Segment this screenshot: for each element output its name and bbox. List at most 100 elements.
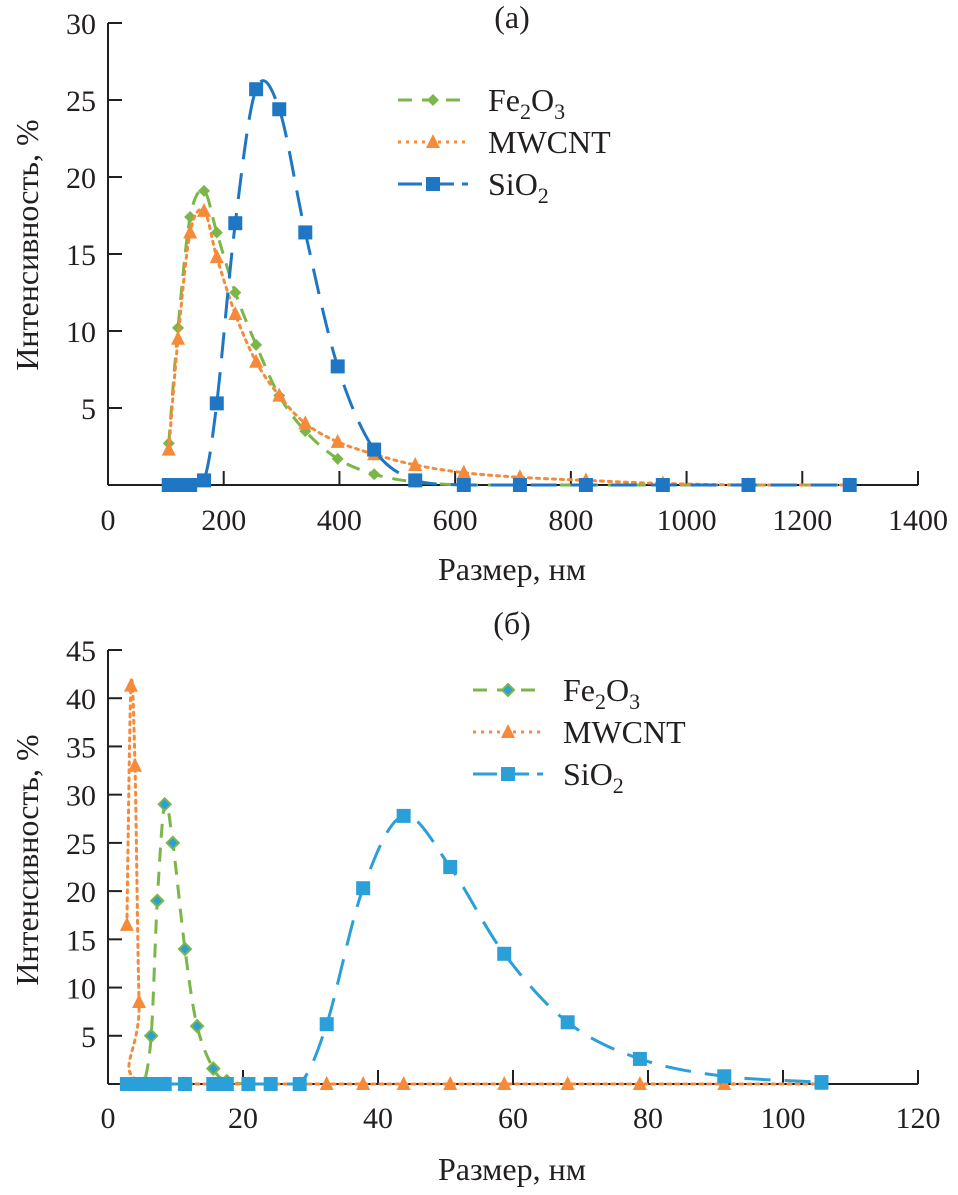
panel-b-y-axis-title: Интенсивность, % [9,734,45,985]
data-point [367,442,382,457]
data-point [356,1076,371,1090]
y-tick-label: 10 [66,316,96,349]
legend-entry-fe2o3: Fe2O3 [473,672,640,714]
panel-b-title: (б) [493,605,531,641]
data-point [228,306,243,321]
y-tick-label: 30 [66,8,96,41]
data-point [356,881,371,896]
y-tick-label: 20 [66,876,96,909]
panel-a-chart: (а) 5 10 15 20 25 30 0 200 400 600 800 1000 1200 1400… [9,0,948,587]
data-point [157,796,173,812]
data-point [408,456,423,471]
data-point [128,757,142,772]
data-point [578,478,593,492]
y-tick-label: 45 [66,635,96,668]
panel-a-series [161,79,857,492]
panel-b-axes: 5 10 15 20 25 30 35 40 45 0 20 40 60 80 100 120 [66,635,941,1135]
x-tick-label: 40 [363,1102,393,1135]
legend-entry-mwcnt: MWCNT [473,714,686,750]
legend-label: MWCNT [488,124,611,160]
series-line-sio2 [126,814,822,1086]
data-point [497,1076,512,1090]
data-point [157,1077,172,1091]
data-point [263,1077,278,1091]
y-tick-label: 5 [81,1021,96,1054]
data-point [408,473,423,488]
x-tick-label: 120 [896,1102,941,1135]
data-point [210,226,223,239]
x-tick-label: 100 [761,1102,806,1135]
x-tick-label: 1200 [772,504,832,537]
data-point [177,941,193,957]
data-point [132,994,147,1009]
y-tick-label: 25 [66,85,96,118]
x-tick-label: 200 [201,504,246,537]
data-point [456,464,471,479]
data-point [632,1076,647,1090]
legend-marker [427,94,439,106]
legend-text-part: MWCNT [563,714,686,750]
data-point [368,468,381,481]
series-mwcnt [161,202,857,491]
data-point [119,1077,134,1091]
panel-a-x-axis-title: Размер, нм [438,551,586,587]
legend-text-part: O [515,166,538,202]
data-point [456,478,471,492]
data-point [443,860,458,874]
data-point [177,1077,192,1091]
x-tick-label: 400 [317,504,362,537]
legend-text-part: Si [563,756,590,792]
x-tick-label: 800 [548,504,593,537]
data-point [272,387,287,402]
legend-subscript: 3 [629,689,640,714]
series-line-mwcnt [167,208,852,487]
series-line-mwcnt [125,677,823,1086]
x-tick-label: 20 [228,1102,258,1135]
series-fe2o3 [119,796,308,1092]
data-point [331,452,344,465]
legend-subscript: 2 [520,99,531,124]
series-sio2 [119,808,829,1091]
data-point [292,1077,307,1091]
series-line-fe2o3 [126,800,300,1086]
y-tick-label: 10 [66,973,96,1006]
data-point [298,225,313,240]
panel-b-x-axis-title: Размер, нм [438,1151,586,1187]
data-point [443,1076,458,1090]
data-point [249,353,264,368]
data-point [655,478,670,492]
data-point [512,478,527,492]
data-point [741,478,756,492]
data-point [228,216,243,231]
series-mwcnt [119,677,829,1090]
legend-text-part: Fe [488,82,520,118]
legend-text-part: O [590,756,613,792]
data-point [205,1061,221,1076]
x-tick-label: 1000 [657,504,717,537]
y-tick-label: 30 [66,780,96,813]
x-tick-label: 60 [498,1102,528,1135]
legend-entry-fe2o3: Fe2O3 [398,82,565,124]
data-point [171,330,186,345]
data-point [183,478,198,492]
data-point [560,1015,575,1030]
data-point [132,1077,147,1091]
legend-marker [426,134,440,148]
data-point [250,338,263,351]
legend-entry-sio2: SiO2 [398,166,549,208]
legend-label: MWCNT [563,714,686,750]
data-point [330,359,345,374]
x-tick-label: 0 [101,1102,116,1135]
x-tick-label: 1400 [888,504,948,537]
legend-label: Fe2O3 [563,672,640,714]
data-point [319,1017,334,1032]
legend-text-part: O [606,672,629,708]
legend-entry-sio2: SiO2 [473,756,624,798]
legend-marker [426,177,440,191]
data-point [189,1018,205,1034]
legend-subscript: 2 [538,183,549,208]
legend-label: Fe2O3 [488,82,565,124]
data-point [197,473,212,488]
